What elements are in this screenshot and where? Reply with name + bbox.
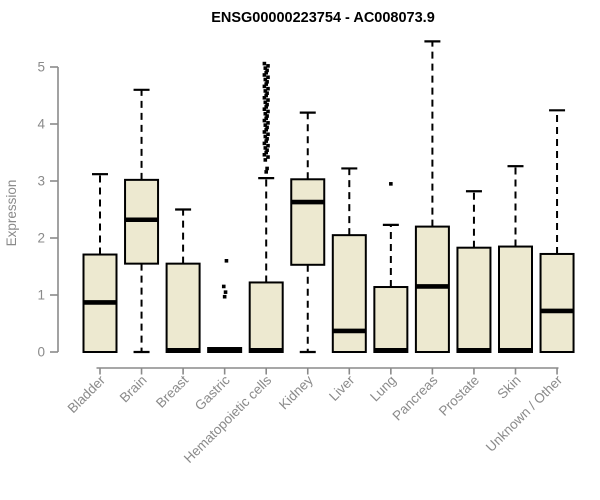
y-tick-label-0: 0	[37, 345, 45, 360]
box-lung	[373, 182, 409, 353]
outlier-point	[264, 116, 268, 121]
outlier-point	[262, 141, 267, 146]
x-tick-label-unknown-other: Unknown / Other	[483, 372, 566, 455]
x-tick-label-pancreas: Pancreas	[390, 372, 441, 423]
box-body	[248, 281, 284, 353]
outlier-point	[263, 77, 268, 82]
box-breast	[165, 208, 201, 353]
outlier-point	[265, 102, 269, 107]
outlier-point	[265, 114, 269, 118]
outlier-point	[266, 64, 270, 68]
outlier-point	[263, 134, 268, 139]
y-axis-label: Expression	[4, 180, 19, 247]
outlier-point	[263, 111, 268, 116]
x-tick-label-brain: Brain	[117, 373, 150, 406]
box-body	[539, 252, 575, 354]
outlier-point	[262, 130, 267, 134]
y-tick-label-4: 4	[37, 117, 45, 132]
x-tick-label-gastric: Gastric	[192, 372, 233, 413]
box-body	[290, 178, 326, 266]
x-tick-label-liver: Liver	[326, 372, 358, 404]
box-skin	[498, 165, 533, 353]
outlier-point	[389, 182, 393, 186]
outlier-point	[265, 125, 269, 130]
box-kidney	[290, 111, 326, 354]
outlier-point	[264, 82, 268, 86]
box-body	[331, 234, 367, 353]
outlier-point	[264, 70, 268, 75]
box-liver	[331, 167, 367, 353]
outlier-point	[264, 127, 268, 132]
outlier-point	[266, 132, 270, 137]
x-tick-label-bladder: Bladder	[65, 372, 109, 416]
outlier-point	[262, 107, 267, 111]
y-tick-label-5: 5	[37, 60, 45, 75]
box-body	[498, 245, 533, 353]
x-tick-label-kidney: Kidney	[276, 372, 316, 412]
outlier-point	[264, 150, 268, 155]
outlier-point	[266, 98, 270, 102]
outlier-point	[224, 259, 229, 263]
box-body	[456, 246, 492, 353]
box-brain	[124, 88, 160, 354]
outlier-point	[265, 91, 269, 96]
box-unknown-other	[539, 109, 575, 354]
box-body	[165, 262, 201, 353]
x-tick-label-breast: Breast	[153, 372, 191, 410]
outlier-point	[262, 61, 267, 66]
box-pancreas	[414, 40, 450, 354]
outlier-point	[265, 137, 269, 141]
y-tick-label-3: 3	[37, 174, 45, 189]
outlier-point	[263, 123, 268, 127]
outlier-point	[262, 118, 267, 123]
box-body	[414, 225, 450, 354]
outlier-point	[266, 121, 270, 125]
box-bladder	[82, 173, 118, 353]
outlier-point	[263, 158, 268, 162]
box-body	[373, 286, 409, 353]
outlier-point	[262, 152, 267, 157]
outlier-point	[265, 148, 269, 153]
outlier-point	[263, 66, 268, 70]
outlier-point	[262, 95, 267, 100]
box-hematopoietic-cells	[248, 61, 284, 353]
y-tick-label-2: 2	[37, 231, 45, 246]
outlier-point	[263, 89, 268, 93]
outlier-point	[266, 86, 270, 91]
outlier-point	[266, 143, 270, 148]
chart-title: ENSG00000223754 - AC008073.9	[211, 10, 435, 26]
outlier-point	[222, 294, 227, 299]
y-tick-label-1: 1	[37, 288, 45, 303]
outlier-point	[262, 73, 267, 77]
box-prostate	[456, 190, 492, 353]
outlier-point	[266, 109, 270, 114]
outlier-point	[265, 68, 269, 73]
outlier-point	[263, 146, 268, 150]
outlier-point	[264, 105, 268, 109]
outlier-point	[264, 170, 268, 174]
box-gastric	[207, 259, 243, 354]
outlier-point	[223, 290, 228, 294]
outlier-point	[263, 100, 268, 105]
outlier-point	[265, 80, 269, 84]
outlier-point	[265, 166, 269, 171]
outlier-point	[264, 139, 268, 143]
outlier-point	[266, 155, 270, 159]
outlier-point	[262, 84, 267, 89]
x-tick-label-skin: Skin	[494, 373, 523, 402]
outlier-point	[264, 93, 268, 98]
outlier-point	[266, 75, 270, 80]
x-tick-label-prostate: Prostate	[436, 373, 482, 419]
outlier-point	[221, 284, 226, 289]
x-tick-label-lung: Lung	[367, 373, 399, 405]
